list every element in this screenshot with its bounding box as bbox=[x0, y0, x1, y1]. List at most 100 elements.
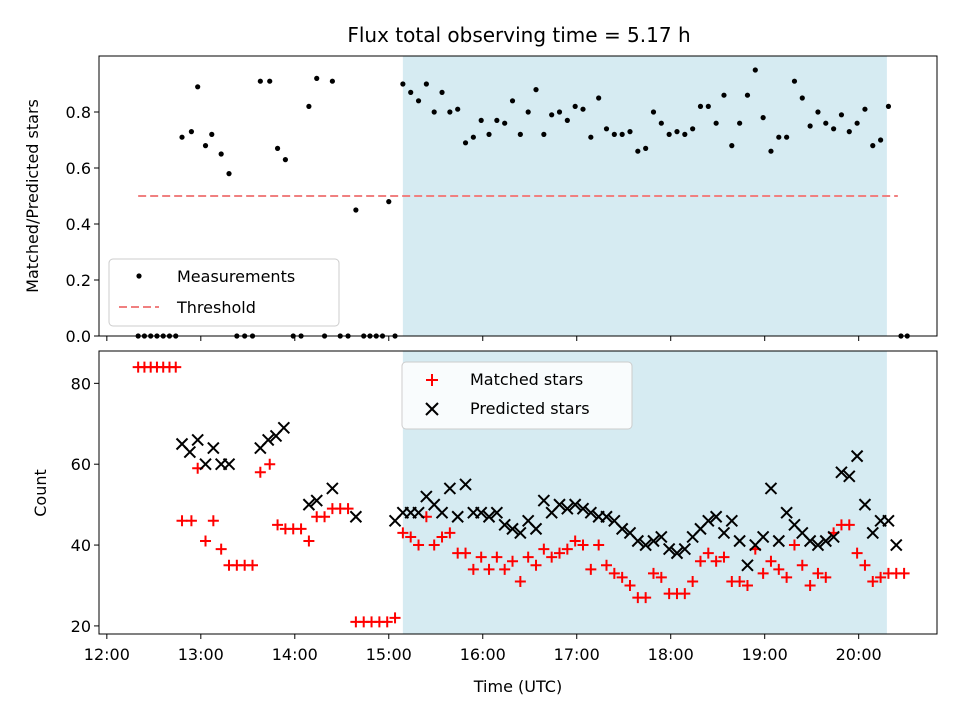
point-matched-stars bbox=[600, 559, 612, 571]
point-matched-stars bbox=[820, 571, 832, 583]
x-tick-label: 13:00 bbox=[178, 645, 224, 664]
point-predicted-stars bbox=[858, 498, 872, 511]
point-predicted-stars bbox=[741, 559, 754, 572]
point-predicted-stars bbox=[277, 421, 291, 435]
point-predicted-stars bbox=[647, 534, 660, 548]
point-measurements bbox=[729, 143, 735, 149]
point-predicted-stars bbox=[819, 534, 832, 548]
point-measurements bbox=[257, 78, 263, 84]
y-tick-label: 40 bbox=[71, 536, 91, 555]
point-measurements bbox=[226, 171, 232, 177]
point-predicted-stars bbox=[537, 494, 551, 507]
point-measurements bbox=[846, 129, 852, 135]
point-matched-stars bbox=[483, 563, 495, 575]
point-matched-stars bbox=[381, 616, 393, 628]
point-matched-stars bbox=[851, 547, 863, 559]
x-tick-label: 16:00 bbox=[460, 645, 506, 664]
point-predicted-stars bbox=[835, 466, 848, 479]
point-measurements bbox=[329, 78, 335, 84]
point-matched-stars bbox=[875, 571, 887, 583]
panel-ratio: 0.00.20.40.60.8 Matched/Predicted stars … bbox=[23, 55, 938, 346]
point-matched-stars bbox=[710, 555, 722, 567]
x-tick-label: 17:00 bbox=[554, 645, 600, 664]
point-measurements bbox=[603, 126, 610, 132]
point-predicted-stars bbox=[451, 510, 464, 523]
y-tick-label: 0.2 bbox=[66, 271, 91, 290]
point-matched-stars bbox=[804, 579, 816, 591]
point-measurements bbox=[878, 137, 884, 143]
point-matched-stars bbox=[319, 511, 331, 523]
y-tick-label: 20 bbox=[71, 617, 91, 636]
point-predicted-stars bbox=[435, 506, 449, 519]
point-matched-stars bbox=[342, 503, 354, 515]
point-matched-stars bbox=[561, 543, 573, 555]
point-matched-stars bbox=[491, 551, 503, 563]
point-measurements bbox=[885, 103, 892, 109]
point-predicted-stars bbox=[709, 510, 723, 523]
point-measurements bbox=[870, 143, 876, 149]
point-predicted-stars bbox=[811, 538, 825, 552]
x-tick-label: 12:00 bbox=[84, 645, 130, 664]
point-matched-stars bbox=[254, 466, 266, 478]
point-measurements bbox=[415, 98, 422, 104]
point-matched-stars bbox=[687, 575, 699, 587]
point-matched-stars bbox=[812, 567, 824, 579]
point-measurements bbox=[455, 106, 461, 112]
point-predicted-stars bbox=[498, 518, 511, 532]
point-measurements bbox=[697, 103, 704, 109]
point-matched-stars bbox=[467, 563, 479, 575]
point-measurements bbox=[580, 106, 586, 112]
point-measurements bbox=[588, 134, 594, 140]
point-predicted-stars bbox=[459, 478, 472, 491]
point-matched-stars bbox=[554, 547, 566, 559]
y-tick-label: 0.0 bbox=[66, 327, 91, 346]
point-matched-stars bbox=[796, 559, 808, 571]
point-measurements bbox=[179, 134, 185, 140]
point-matched-stars bbox=[679, 588, 691, 600]
point-measurements bbox=[282, 157, 288, 163]
point-measurements bbox=[509, 98, 516, 104]
point-matched-stars bbox=[170, 361, 182, 373]
legend-bottom: Matched stars Predicted stars bbox=[401, 361, 633, 430]
point-matched-stars bbox=[185, 515, 197, 527]
point-measurements bbox=[195, 84, 201, 90]
point-predicted-stars bbox=[615, 522, 629, 536]
point-predicted-stars bbox=[576, 502, 590, 515]
point-measurements bbox=[306, 103, 312, 109]
point-measurements bbox=[682, 131, 688, 137]
point-matched-stars bbox=[718, 551, 730, 563]
point-predicted-stars bbox=[827, 530, 840, 544]
point-predicted-stars bbox=[568, 498, 582, 511]
plot-frame bbox=[98, 350, 938, 635]
point-predicted-stars bbox=[670, 546, 684, 560]
point-matched-stars bbox=[522, 551, 534, 563]
point-predicted-stars bbox=[866, 526, 879, 540]
y-axis-title-count: Count bbox=[31, 469, 50, 517]
legend-label-matched: Matched stars bbox=[470, 370, 583, 389]
x-tick-label: 15:00 bbox=[366, 645, 412, 664]
point-measurements bbox=[517, 131, 523, 137]
point-predicted-stars bbox=[631, 534, 645, 548]
point-matched-stars bbox=[757, 567, 769, 579]
point-predicted-stars bbox=[412, 506, 425, 519]
y-tick-label: 0.4 bbox=[66, 215, 91, 234]
point-measurements bbox=[274, 145, 281, 151]
point-measurements bbox=[533, 87, 539, 93]
point-matched-stars bbox=[460, 547, 472, 559]
point-measurements bbox=[549, 112, 555, 118]
point-predicted-stars bbox=[561, 502, 574, 515]
legend-top: Measurements Threshold bbox=[108, 258, 340, 327]
point-measurements bbox=[807, 123, 813, 129]
y-tick-label: 80 bbox=[71, 374, 91, 393]
point-measurements bbox=[752, 67, 758, 73]
point-matched-stars bbox=[207, 515, 219, 527]
point-matched-stars bbox=[530, 559, 542, 571]
legend-swatch-predicted bbox=[425, 402, 439, 416]
point-measurements bbox=[831, 126, 837, 132]
point-measurements bbox=[188, 129, 195, 135]
point-predicted-stars bbox=[733, 534, 746, 548]
point-matched-stars bbox=[773, 563, 785, 575]
point-matched-stars bbox=[538, 543, 550, 555]
legend-label-predicted: Predicted stars bbox=[470, 399, 590, 418]
point-measurements bbox=[627, 129, 633, 135]
